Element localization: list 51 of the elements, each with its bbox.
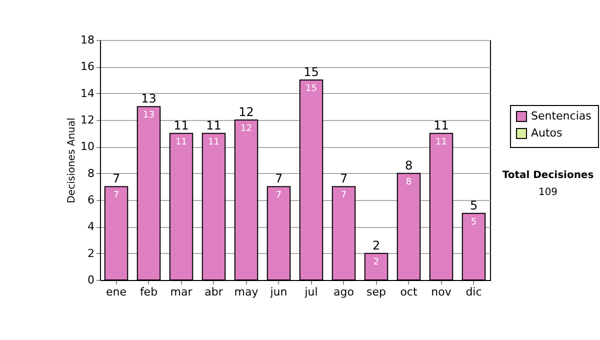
total-label: 13 <box>141 92 156 106</box>
x-tick-label: ago <box>334 286 354 298</box>
y-tick-label: 12 <box>80 114 94 126</box>
total-label: 5 <box>470 198 478 212</box>
total-label: 11 <box>206 118 222 132</box>
x-tick-label: abr <box>204 286 224 298</box>
total-label: 11 <box>434 118 449 132</box>
data-label: 12 <box>240 124 252 134</box>
total-label: 11 <box>174 118 189 132</box>
x-tick-label: sep <box>366 286 386 298</box>
data-label: 7 <box>340 190 347 201</box>
x-tick-label: may <box>234 286 259 298</box>
legend-label: Autos <box>531 126 563 140</box>
y-tick-label: 2 <box>88 246 94 260</box>
y-tick-label: 16 <box>80 60 94 74</box>
data-label: 7 <box>276 190 282 201</box>
y-tick-label: 14 <box>80 86 94 100</box>
y-tick-label: 18 <box>80 34 94 46</box>
x-tick-label: feb <box>140 286 158 298</box>
x-tick-label: mar <box>170 286 193 298</box>
total-label: 7 <box>340 172 348 186</box>
y-axis-title: Decisiones Anual <box>66 118 78 204</box>
text: 109 <box>537 187 559 198</box>
data-label: 7 <box>113 190 120 201</box>
y-tick-label: 8 <box>88 166 94 180</box>
data-label: 11 <box>176 137 187 148</box>
data-label: 2 <box>373 257 380 268</box>
x-tick-label: ene <box>106 286 127 298</box>
y-tick-label: 0 <box>88 274 94 286</box>
total-label: 12 <box>238 105 254 119</box>
total-label: 2 <box>372 238 380 252</box>
x-tick-label: oct <box>400 286 418 298</box>
data-label: 11 <box>208 137 220 148</box>
total-label: 15 <box>304 65 319 79</box>
data-label: 5 <box>470 217 477 228</box>
data-label: 8 <box>406 177 412 188</box>
data-label: 11 <box>436 137 447 148</box>
total-label: 8 <box>404 158 413 172</box>
y-tick-label: 4 <box>88 220 94 234</box>
total-label: 7 <box>112 172 120 186</box>
x-tick-label: jun <box>269 286 288 298</box>
text: Total Decisiones <box>501 170 595 181</box>
x-tick-label: nov <box>431 286 452 298</box>
total-label: 7 <box>274 172 283 186</box>
legend-label: Sentencias <box>531 110 592 122</box>
data-label: 13 <box>143 110 154 121</box>
y-tick-label: 10 <box>80 140 94 154</box>
x-tick-label: dic <box>466 286 482 298</box>
y-tick-label: 6 <box>88 194 94 206</box>
x-tick-label: jul <box>304 286 318 298</box>
data-label: 15 <box>306 84 317 94</box>
